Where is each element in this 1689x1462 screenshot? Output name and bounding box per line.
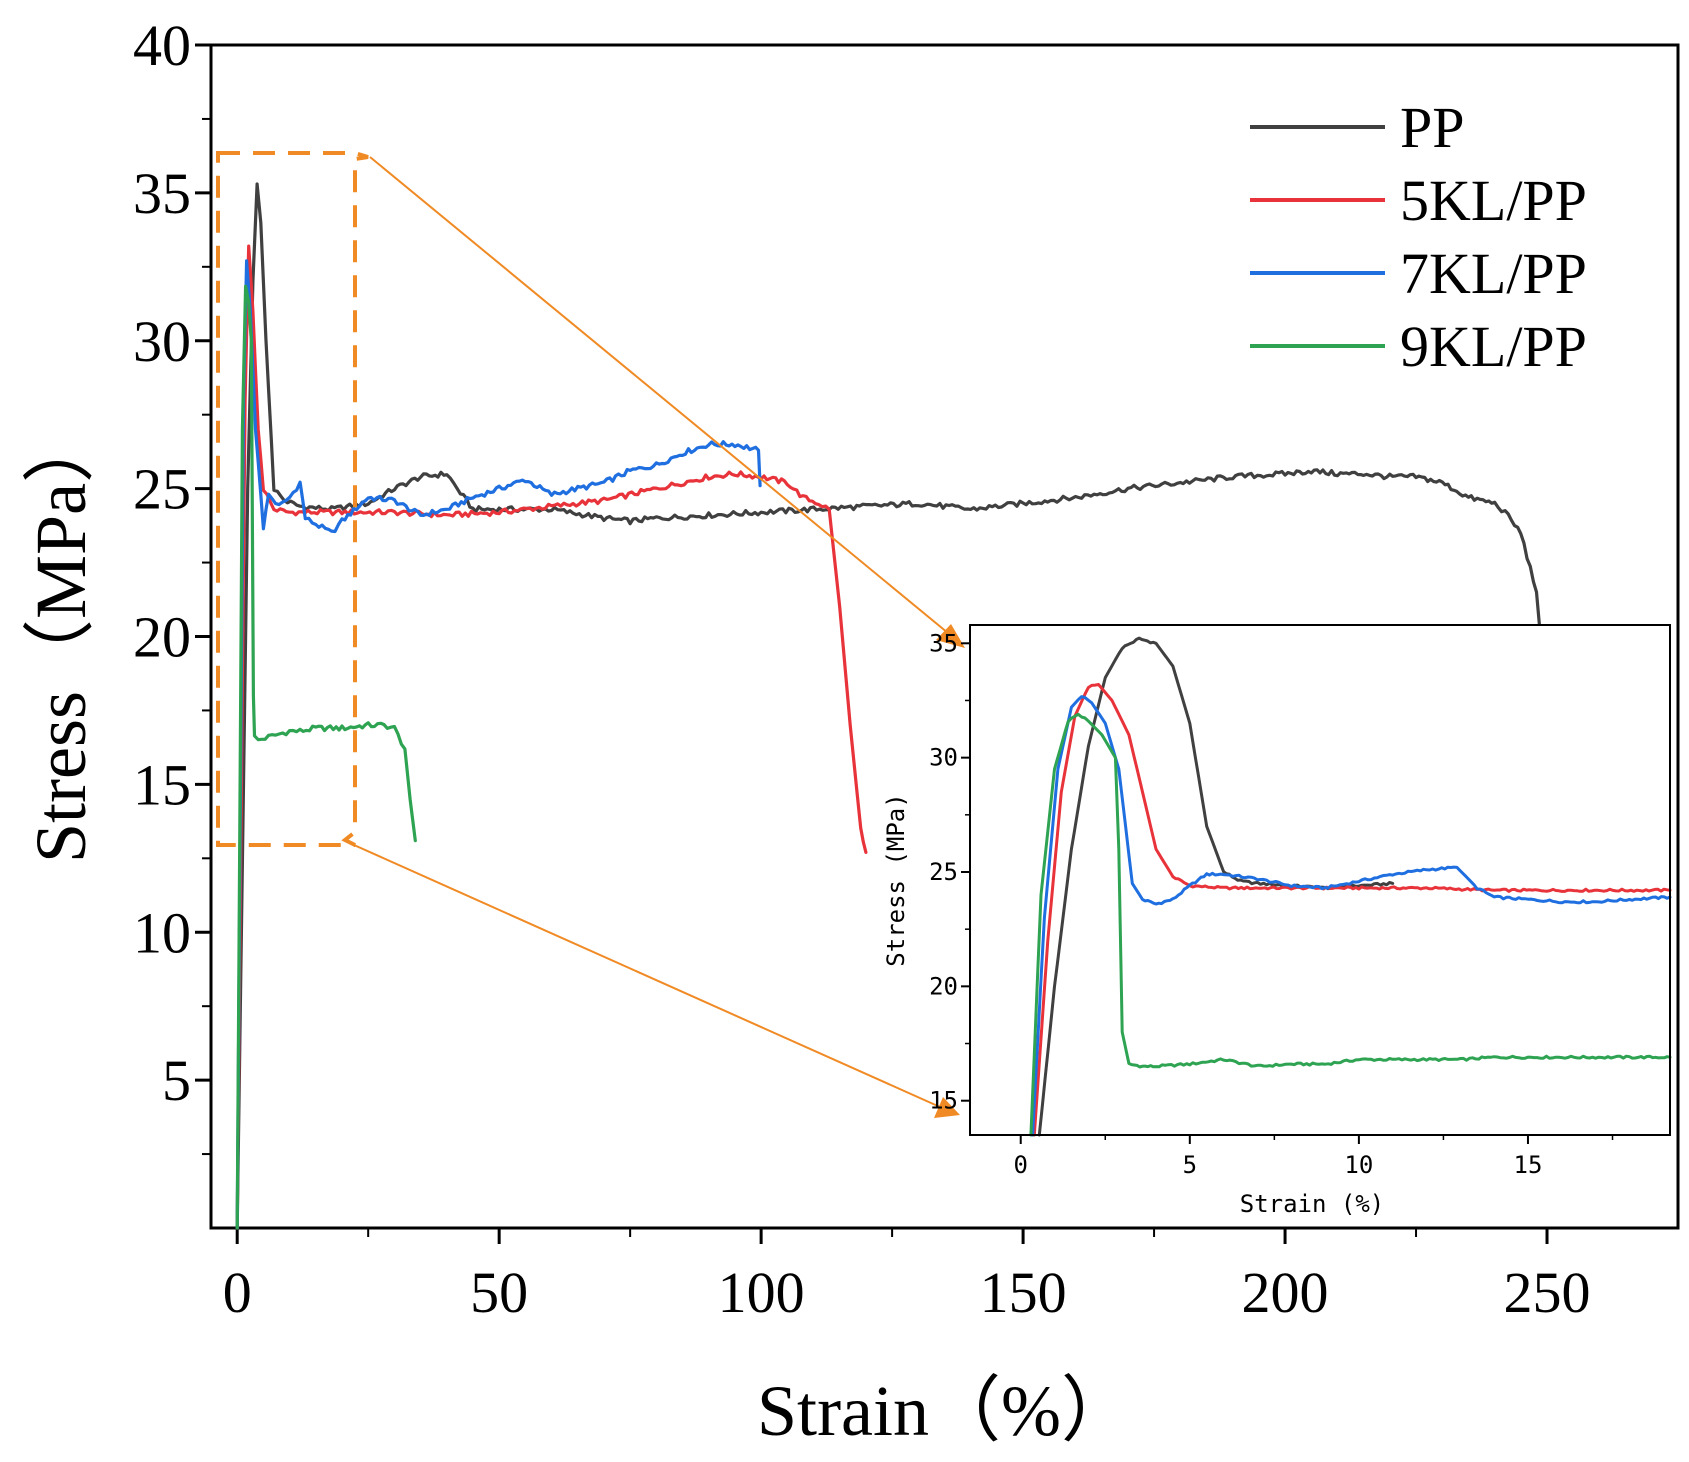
inset-x-tick-label: 15 bbox=[1514, 1151, 1543, 1179]
inset-x-tick-label: 0 bbox=[1013, 1151, 1027, 1179]
inset-y-tick-label: 20 bbox=[929, 972, 958, 1000]
main-y-tick-label: 20 bbox=[133, 605, 191, 670]
main-x-axis-label: Strain（%） bbox=[757, 1371, 1133, 1451]
main-x-tick-label: 50 bbox=[470, 1260, 528, 1325]
inset-x-tick-label: 5 bbox=[1183, 1151, 1197, 1179]
inset-series-group bbox=[1029, 636, 1672, 1137]
zoom-callout bbox=[216, 151, 965, 1118]
inset-series-line-7kl-pp bbox=[1031, 695, 1672, 1137]
legend-label: 7KL/PP bbox=[1400, 241, 1587, 306]
zoom-arrow-bottom bbox=[353, 844, 941, 1108]
inset-series-line-5kl-pp bbox=[1032, 683, 1672, 1137]
inset-y-tick-label: 25 bbox=[929, 858, 958, 886]
main-y-tick-label: 25 bbox=[133, 457, 191, 522]
main-y-axis: 5 10 15 20 25 30 35 40 bbox=[133, 13, 211, 1156]
main-x-axis: 0 50 100 150 200 250 bbox=[223, 1228, 1591, 1325]
inset-series-line-9kl-pp bbox=[1029, 712, 1672, 1137]
main-x-tick-label: 250 bbox=[1504, 1260, 1591, 1325]
main-series-line-pp bbox=[235, 182, 1565, 1230]
inset-y-tick-label: 35 bbox=[929, 629, 958, 657]
main-y-tick-label: 5 bbox=[162, 1048, 191, 1113]
zoom-arrow-top-head bbox=[936, 624, 965, 648]
main-y-axis-label: Stress（MPa） bbox=[21, 411, 101, 863]
inset-y-axis: 15 20 25 30 35 bbox=[929, 629, 970, 1115]
main-x-tick-label: 200 bbox=[1242, 1260, 1329, 1325]
main-x-tick-label: 150 bbox=[980, 1260, 1067, 1325]
inset-background bbox=[970, 625, 1670, 1135]
main-series-line-7kl-pp bbox=[235, 259, 762, 1230]
main-x-tick-label: 0 bbox=[223, 1260, 252, 1325]
inset-y-tick-label: 30 bbox=[929, 744, 958, 772]
main-series-line-5kl-pp bbox=[235, 244, 868, 1230]
inset-x-axis: 0 5 10 15 bbox=[1013, 1135, 1614, 1179]
main-x-tick-label: 100 bbox=[718, 1260, 805, 1325]
main-y-tick-label: 40 bbox=[133, 13, 191, 78]
zoom-arrow-bottom-head bbox=[934, 1097, 960, 1118]
main-y-tick-label: 35 bbox=[133, 161, 191, 226]
inset-y-axis-label: Stress (MPa) bbox=[882, 793, 910, 966]
main-y-tick-label: 15 bbox=[133, 752, 191, 817]
legend-label: 5KL/PP bbox=[1400, 168, 1587, 233]
inset-y-tick-label: 15 bbox=[929, 1087, 958, 1115]
inset-plot-frame bbox=[969, 624, 1671, 1136]
zoom-region-box bbox=[216, 151, 369, 847]
legend-label: 9KL/PP bbox=[1400, 314, 1587, 379]
main-y-tick-label: 10 bbox=[133, 900, 191, 965]
inset-x-axis-label: Strain (%) bbox=[1240, 1190, 1385, 1218]
legend-label: PP bbox=[1400, 95, 1465, 160]
legend: PP 5KL/PP 7KL/PP 9KL/PP bbox=[1250, 95, 1587, 379]
inset-x-tick-label: 10 bbox=[1344, 1151, 1373, 1179]
main-y-tick-label: 30 bbox=[133, 309, 191, 374]
zoom-arrow-top bbox=[369, 156, 949, 634]
main-series-line-9kl-pp bbox=[235, 284, 417, 1230]
